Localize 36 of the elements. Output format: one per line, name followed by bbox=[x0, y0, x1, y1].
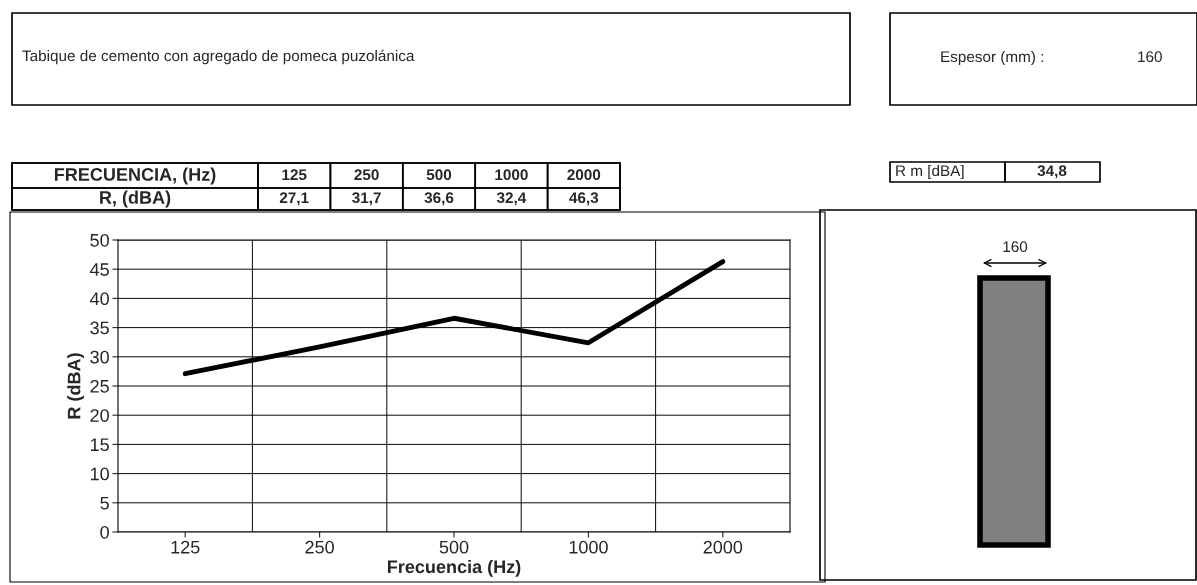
text: FRECUENCIA, (Hz) bbox=[54, 167, 216, 185]
text: 160 bbox=[1003, 241, 1028, 253]
x-tick-label: 2000 bbox=[703, 540, 743, 554]
text: 36,6 bbox=[424, 192, 454, 206]
y-tick-label: 40 bbox=[90, 292, 109, 306]
text: 160 bbox=[1138, 51, 1162, 63]
category-label: 125 bbox=[282, 169, 307, 181]
text: 46,3 bbox=[569, 192, 599, 206]
y-tick-label: 25 bbox=[90, 379, 109, 393]
x-axis-title: Frecuencia (Hz) bbox=[387, 559, 521, 577]
category-label: 250 bbox=[354, 169, 379, 181]
x-tick-label: 500 bbox=[439, 540, 469, 554]
y-tick-label: 15 bbox=[90, 438, 109, 452]
y-tick-label: 5 bbox=[100, 496, 109, 510]
y-axis-title: R (dBA) bbox=[67, 353, 85, 419]
y-tick-label: 50 bbox=[90, 233, 109, 247]
x-tick-label: 250 bbox=[305, 540, 334, 554]
y-tick-label: 30 bbox=[90, 350, 109, 364]
x-tick-label: 125 bbox=[171, 540, 200, 554]
y-tick-label: 45 bbox=[90, 263, 109, 276]
text: 31,7 bbox=[352, 192, 381, 206]
y-tick-label: 0 bbox=[100, 525, 109, 539]
category-label: 2000 bbox=[567, 169, 601, 181]
category-label: 1000 bbox=[495, 169, 528, 181]
category-label: 500 bbox=[426, 169, 452, 181]
text: R, (dBA) bbox=[100, 190, 171, 208]
text: 32,4 bbox=[496, 192, 527, 206]
y-tick-label: 20 bbox=[90, 409, 109, 422]
text: Espesor (mm) : bbox=[941, 50, 1044, 66]
text: R m [dBA] bbox=[896, 164, 964, 180]
y-tick-label: 10 bbox=[90, 467, 109, 481]
text: Tabique de cemento con agregado de pomeca puzolánica bbox=[22, 49, 415, 65]
text: 27,1 bbox=[279, 192, 309, 206]
x-tick-label: 1000 bbox=[569, 540, 608, 554]
text: 34,8 bbox=[1037, 165, 1067, 179]
y-tick-label: 35 bbox=[90, 321, 109, 335]
